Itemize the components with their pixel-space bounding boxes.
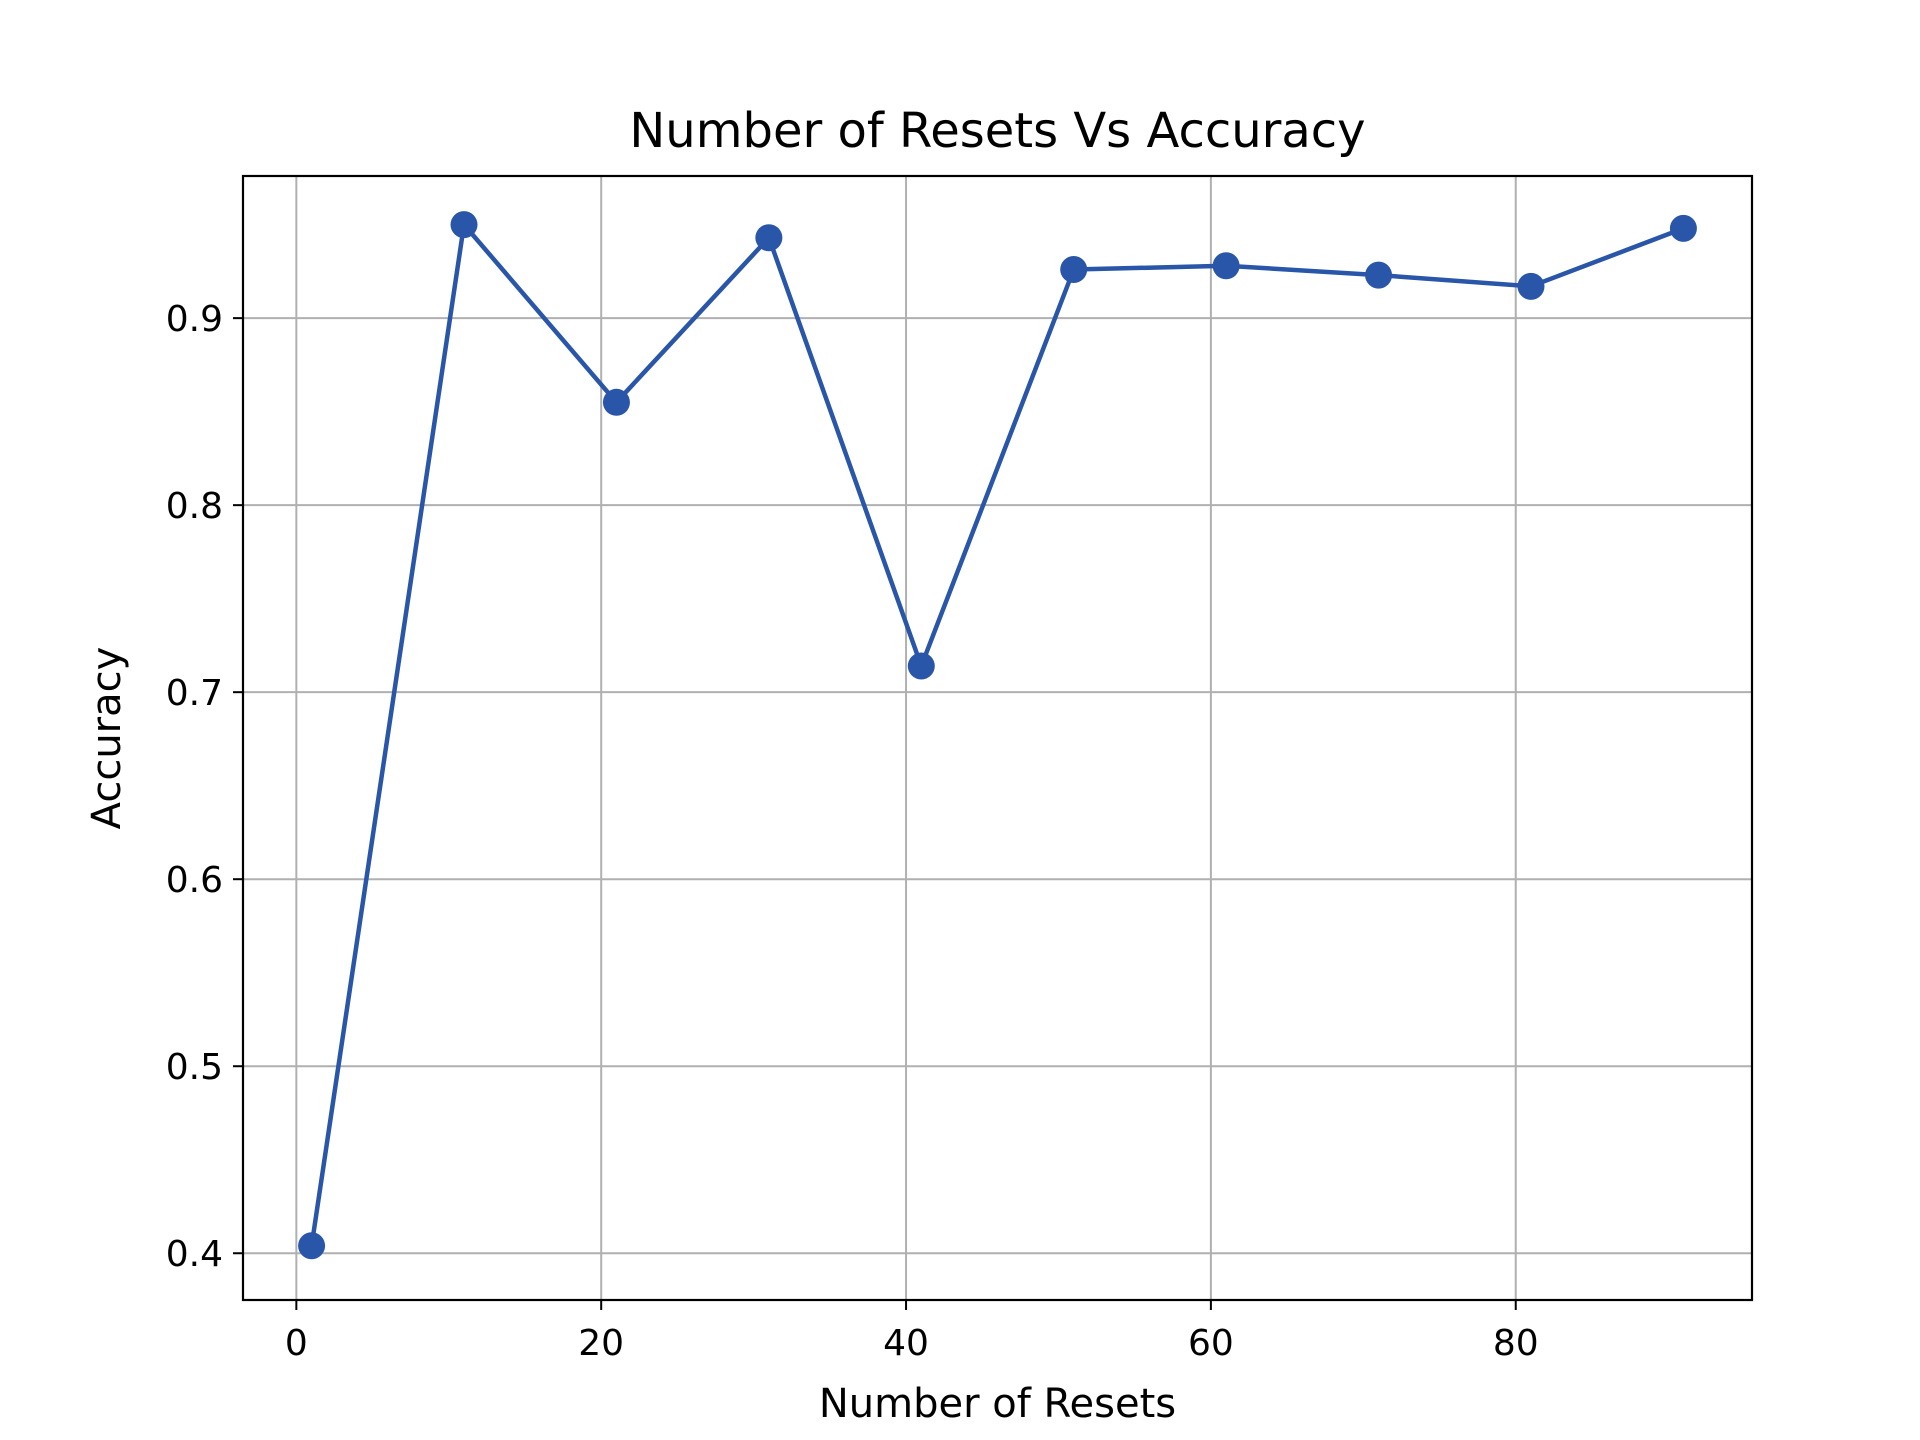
y-tick-label: 0.7 <box>166 673 223 714</box>
y-axis-label: Accuracy <box>84 647 130 830</box>
series-layer <box>298 211 1697 1260</box>
y-tick-label: 0.6 <box>166 860 223 901</box>
y-tick-label: 0.5 <box>166 1047 223 1088</box>
chart-title: Number of Resets Vs Accuracy <box>629 103 1365 159</box>
y-tick-label: 0.8 <box>166 486 223 527</box>
grid-lines <box>243 176 1752 1300</box>
data-point <box>1517 272 1545 300</box>
series-line <box>309 222 1685 1247</box>
axis-ticks: 0 20 40 60 80 0.4 0.5 0.6 0.7 0.8 0.9 <box>166 299 1539 1364</box>
data-point <box>907 652 935 680</box>
data-point <box>1060 256 1088 284</box>
data-point <box>755 224 783 252</box>
x-tick-label: 80 <box>1493 1323 1539 1364</box>
data-point <box>602 388 630 416</box>
data-point <box>1669 214 1697 242</box>
x-tick-label: 40 <box>883 1323 929 1364</box>
data-point <box>1212 252 1240 280</box>
y-tick-label: 0.4 <box>166 1234 223 1275</box>
data-point <box>450 211 478 239</box>
x-axis-label: Number of Resets <box>819 1381 1176 1427</box>
plot-frame <box>241 174 1754 1302</box>
data-point <box>298 1232 326 1260</box>
x-tick-label: 60 <box>1188 1323 1234 1364</box>
y-tick-label: 0.9 <box>166 299 223 340</box>
data-point <box>1365 261 1393 289</box>
x-tick-label: 0 <box>285 1323 308 1364</box>
x-tick-label: 20 <box>578 1323 624 1364</box>
